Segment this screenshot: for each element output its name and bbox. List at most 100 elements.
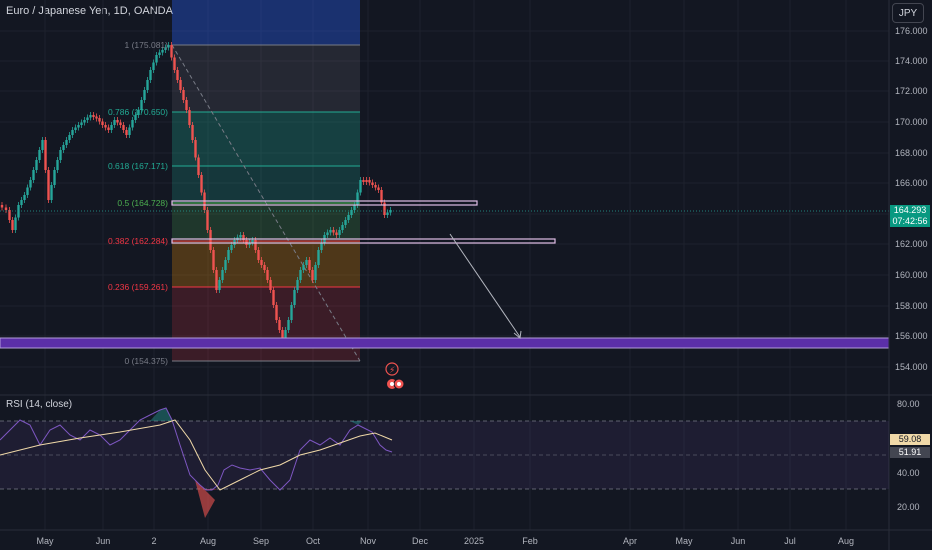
- lightning-event-icon[interactable]: [385, 362, 399, 376]
- candle-body: [230, 245, 233, 250]
- candle-body: [215, 270, 218, 290]
- price-tick-label: 170.000: [895, 117, 928, 127]
- candle-body: [47, 170, 50, 200]
- candle-body: [197, 157, 200, 175]
- candle-body: [77, 125, 80, 128]
- candle-body: [353, 205, 356, 210]
- candle-body: [26, 187, 29, 195]
- fib-level-label: 0.5 (164.728): [117, 198, 168, 208]
- candle-body: [173, 57, 176, 70]
- candle-body: [110, 125, 113, 130]
- currency-button[interactable]: JPY: [892, 3, 924, 23]
- time-axis-label: May: [36, 536, 54, 546]
- candle-body: [350, 210, 353, 215]
- candle-body: [185, 100, 188, 110]
- candle-body: [122, 125, 125, 130]
- candle-body: [359, 180, 362, 193]
- candle-body: [212, 250, 215, 270]
- candle-body: [275, 305, 278, 320]
- candle-body: [158, 52, 161, 55]
- time-axis-label: 2: [151, 536, 157, 546]
- price-tick-label: 172.000: [895, 86, 928, 96]
- rsi-tick-label: 40.00: [897, 468, 920, 478]
- candle-body: [194, 140, 197, 158]
- rsi-panel[interactable]: [0, 407, 889, 518]
- candle-body: [98, 118, 101, 122]
- candle-body: [65, 140, 68, 145]
- price-tick-label: 174.000: [895, 56, 928, 66]
- candle-body: [170, 45, 173, 58]
- candle-body: [266, 270, 269, 280]
- candle-body: [335, 232, 338, 235]
- rsi-value-tag: 59.08: [890, 434, 930, 445]
- candle-body: [257, 250, 260, 260]
- projection-arrow[interactable]: [449, 233, 521, 338]
- candle-body: [74, 127, 77, 130]
- candle-body: [134, 115, 137, 120]
- time-axis-label: Oct: [305, 536, 321, 546]
- fibonacci-retracement[interactable]: [171, 0, 361, 362]
- candle-body: [8, 210, 11, 220]
- candle-body: [89, 115, 92, 118]
- resistance-zone[interactable]: [171, 200, 478, 206]
- candle-body: [50, 185, 53, 200]
- candle-body: [254, 240, 257, 250]
- fib-level-label: 0.786 (170.650): [108, 107, 168, 117]
- price-tick-label: 176.000: [895, 26, 928, 36]
- candle-body: [377, 187, 380, 190]
- candle-body: [83, 120, 86, 123]
- time-axis-label: Jun: [730, 536, 746, 546]
- candle-body: [338, 230, 341, 235]
- candle-body: [368, 180, 371, 183]
- price-tick-label: 160.000: [895, 270, 928, 280]
- candle-body: [38, 150, 41, 160]
- candle-body: [0, 205, 4, 208]
- target-zone[interactable]: [0, 337, 890, 349]
- time-axis-label: Sep: [252, 536, 270, 546]
- candle-body: [305, 260, 308, 265]
- time-axis-label: Apr: [622, 536, 638, 546]
- candle-body: [4, 207, 8, 210]
- candle-body: [299, 270, 302, 280]
- candle-body: [317, 250, 320, 265]
- fib-level-label: 0.382 (162.284): [108, 236, 168, 246]
- support-zone[interactable]: [171, 238, 556, 244]
- candle-body: [23, 195, 26, 200]
- price-tick-label: 166.000: [895, 178, 928, 188]
- candle-body: [32, 170, 35, 180]
- candle-body: [182, 90, 185, 100]
- candle-body: [35, 160, 38, 170]
- candle-body: [251, 240, 254, 243]
- candle-body: [155, 55, 158, 63]
- candle-body: [320, 242, 323, 250]
- candle-body: [200, 175, 203, 193]
- candlestick-series: [0, 42, 392, 343]
- candle-body: [281, 330, 284, 340]
- candle-body: [11, 220, 14, 230]
- candle-body: [152, 62, 155, 70]
- rsi-tick-label: 20.00: [897, 502, 920, 512]
- candle-body: [29, 180, 32, 188]
- candle-body: [44, 140, 47, 170]
- candle-body: [107, 127, 110, 130]
- candle-body: [143, 90, 146, 100]
- candle-body: [311, 270, 314, 280]
- candle-body: [365, 180, 368, 182]
- candle-body: [284, 330, 287, 340]
- candle-body: [179, 80, 182, 90]
- candle-body: [341, 225, 344, 230]
- candle-body: [62, 145, 65, 150]
- time-axis-label: Jul: [784, 536, 796, 546]
- candle-body: [371, 182, 374, 185]
- candle-body: [293, 290, 296, 305]
- candle-body: [59, 150, 62, 160]
- candle-body: [356, 192, 359, 205]
- candle-body: [56, 160, 59, 170]
- candle-body: [92, 115, 95, 117]
- candle-body: [20, 200, 23, 205]
- candle-body: [263, 265, 266, 270]
- candle-body: [224, 260, 227, 270]
- candle-body: [146, 80, 149, 90]
- candle-body: [272, 290, 275, 305]
